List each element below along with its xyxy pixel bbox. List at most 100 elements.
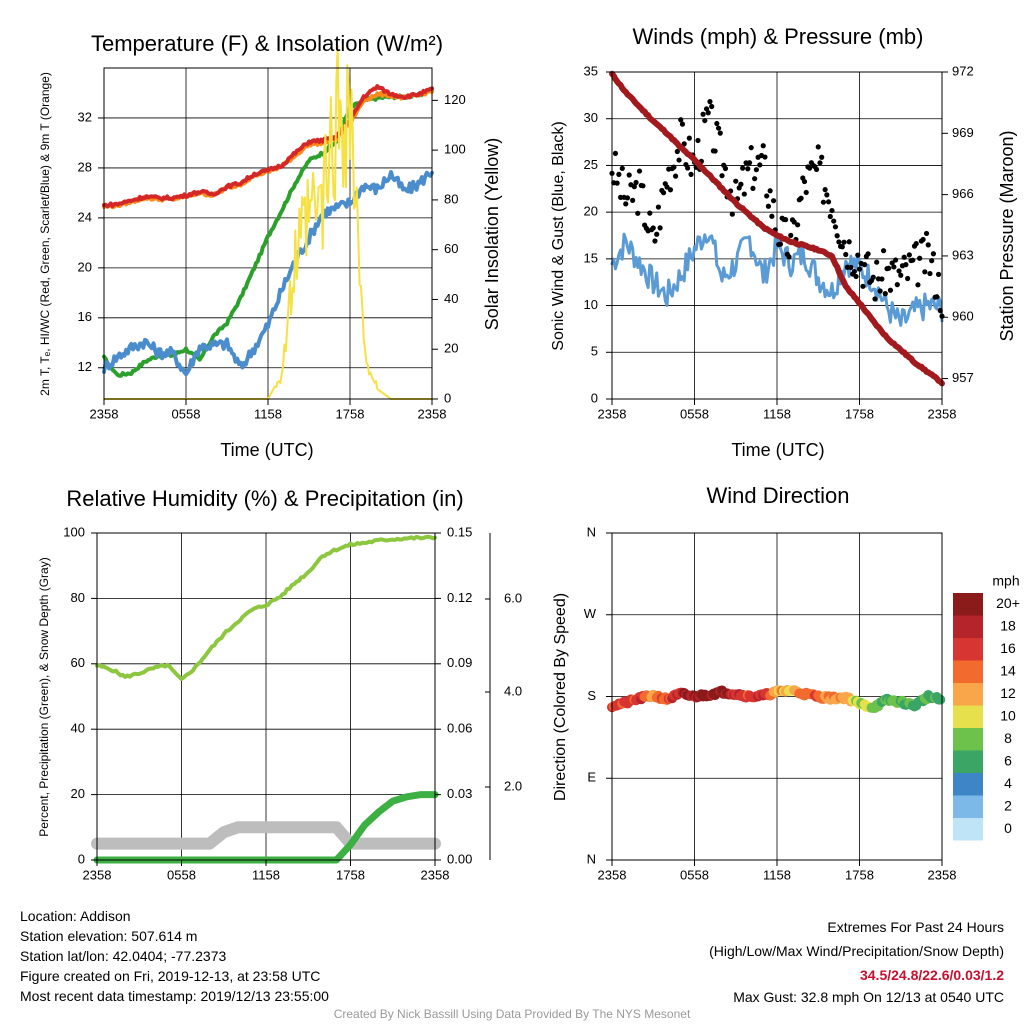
wind-gust-point xyxy=(714,120,720,127)
wind-x-tick-label: 2358 xyxy=(928,406,957,421)
wind-gust-point xyxy=(877,288,883,294)
extremes-subtitle: (High/Low/Max Wind/Precipitation/Snow De… xyxy=(709,943,1004,959)
temp-y2-tick-label: 20 xyxy=(444,341,458,356)
rh-y-tick-label: 80 xyxy=(71,590,85,605)
wind-gust-point xyxy=(894,282,900,288)
rh-outer-axis-tick-label: 6.0 xyxy=(504,590,522,605)
wind-gust-point xyxy=(672,173,679,179)
wind-gust-point xyxy=(841,239,847,245)
temp-x-tick-label: 2358 xyxy=(90,406,119,421)
wind-gust-point xyxy=(901,254,907,260)
wind-gust-point xyxy=(624,195,631,201)
wind-gust-point xyxy=(798,195,804,201)
dir-y-tick-label: S xyxy=(587,688,596,703)
temp-y-tick-label: 32 xyxy=(78,109,92,124)
wind-y2-tick-label: 963 xyxy=(952,247,974,262)
wind-gust-point xyxy=(930,251,937,257)
colorbar-swatch xyxy=(953,615,983,638)
rh-x-tick-label: 2358 xyxy=(421,867,450,882)
dir-y-tick-label: E xyxy=(587,770,596,785)
dir-scatter-points xyxy=(607,685,946,713)
wind-gust-point xyxy=(824,192,830,198)
wind-gust-point xyxy=(650,225,656,231)
wind-gust-point xyxy=(674,148,680,155)
colorbar-label: 18 xyxy=(1000,617,1016,633)
wind-gust-point xyxy=(795,222,801,228)
wind-gust-point xyxy=(631,184,637,190)
wind-gust-point xyxy=(851,268,857,275)
wind-gust-point xyxy=(831,218,837,224)
wind-gust-point xyxy=(652,238,658,244)
wind-y2-tick-label: 972 xyxy=(952,63,974,78)
colorbar-swatch xyxy=(953,638,983,661)
extremes-values: 34.5/24.8/22.6/0.03/1.2 xyxy=(859,967,1004,983)
wind-gust-point xyxy=(791,219,797,225)
temp-y2-tick-label: 80 xyxy=(444,191,458,206)
colorbar-label: 8 xyxy=(1004,730,1012,746)
dir-y-tick-label: W xyxy=(584,606,597,621)
wind-gust-point xyxy=(722,165,729,172)
rh-y-tick-label: 40 xyxy=(71,721,85,736)
temp-x-tick-label: 1158 xyxy=(254,406,282,421)
wind-gust-point xyxy=(855,252,861,258)
wind-gust-point xyxy=(623,201,629,207)
dir-x-tick-label: 0558 xyxy=(680,867,709,882)
wind-gust-point xyxy=(872,296,878,302)
wind-gust-point xyxy=(898,272,904,278)
wind-gust-point xyxy=(836,239,842,245)
rh-y-tick-label: 100 xyxy=(63,524,85,539)
rh-x-tick-label: 1758 xyxy=(336,867,365,882)
wind-gust-point xyxy=(788,232,794,239)
wind-gust-point xyxy=(825,199,832,205)
colorbar-title: mph xyxy=(992,573,1019,589)
colorbar-swatch xyxy=(953,795,983,818)
dir-x-tick-label: 2358 xyxy=(598,867,627,882)
wind-gust-point xyxy=(717,130,723,136)
wind-gust-point xyxy=(733,178,739,184)
rh-y2-tick-label: 0.03 xyxy=(447,786,472,801)
wind-gust-point xyxy=(685,165,691,171)
wind-gust-point xyxy=(813,166,820,172)
wind-gust-point xyxy=(647,210,653,216)
wind-gust-point xyxy=(767,188,773,194)
wind-gust-point xyxy=(786,254,792,260)
wind-gust-point xyxy=(750,185,756,191)
wind-y-axis-label: Sonic Wind & Gust (Blue, Black) xyxy=(550,121,567,350)
wind-y-tick-label: 35 xyxy=(584,63,598,78)
wind-gust-point xyxy=(686,135,692,141)
wind-gust-point xyxy=(707,99,713,105)
wind-gust-point xyxy=(846,239,852,245)
temp-x-tick-label: 0558 xyxy=(172,406,201,421)
wind-title: Winds (mph) & Pressure (mb) xyxy=(633,24,924,49)
wind-y-tick-label: 20 xyxy=(584,204,598,219)
temp-y2-axis-label: Solar Insolation (Yellow) xyxy=(482,138,502,330)
wind-gust-point xyxy=(660,190,667,196)
wind-gust-point xyxy=(655,204,662,210)
wind-x-axis-label: Time (UTC) xyxy=(731,440,824,460)
wind-gust-point xyxy=(882,291,888,297)
wind-gust-point xyxy=(886,265,892,271)
wind-gust-point xyxy=(935,271,942,277)
rh-y2-tick-label: 0.00 xyxy=(447,851,472,866)
dir-point xyxy=(935,694,946,705)
wind-gust-point xyxy=(829,207,835,214)
wind-gust-point xyxy=(815,144,821,150)
temp-y-tick-label: 20 xyxy=(78,259,92,274)
wind-y-tick-label: 25 xyxy=(584,157,598,172)
colorbar-swatch xyxy=(953,773,983,796)
wind-gust-point xyxy=(640,183,646,189)
wind-gust-point xyxy=(636,168,643,174)
wind-gust-point xyxy=(915,282,921,288)
wind-gust-point xyxy=(892,257,899,263)
wind-y2-tick-label: 966 xyxy=(952,186,974,201)
wind-gust-point xyxy=(764,193,770,199)
wind-gust-point xyxy=(782,217,789,223)
wind-gust-point xyxy=(752,176,758,182)
wind-gust-point xyxy=(879,276,885,282)
wind-gust-point xyxy=(827,213,833,220)
wind-gust-point xyxy=(819,154,825,160)
wind-gust-point xyxy=(817,160,823,166)
dir-x-tick-label: 2358 xyxy=(928,867,957,882)
wind-y2-tick-label: 969 xyxy=(952,125,974,140)
wind-gust-point xyxy=(740,165,746,171)
